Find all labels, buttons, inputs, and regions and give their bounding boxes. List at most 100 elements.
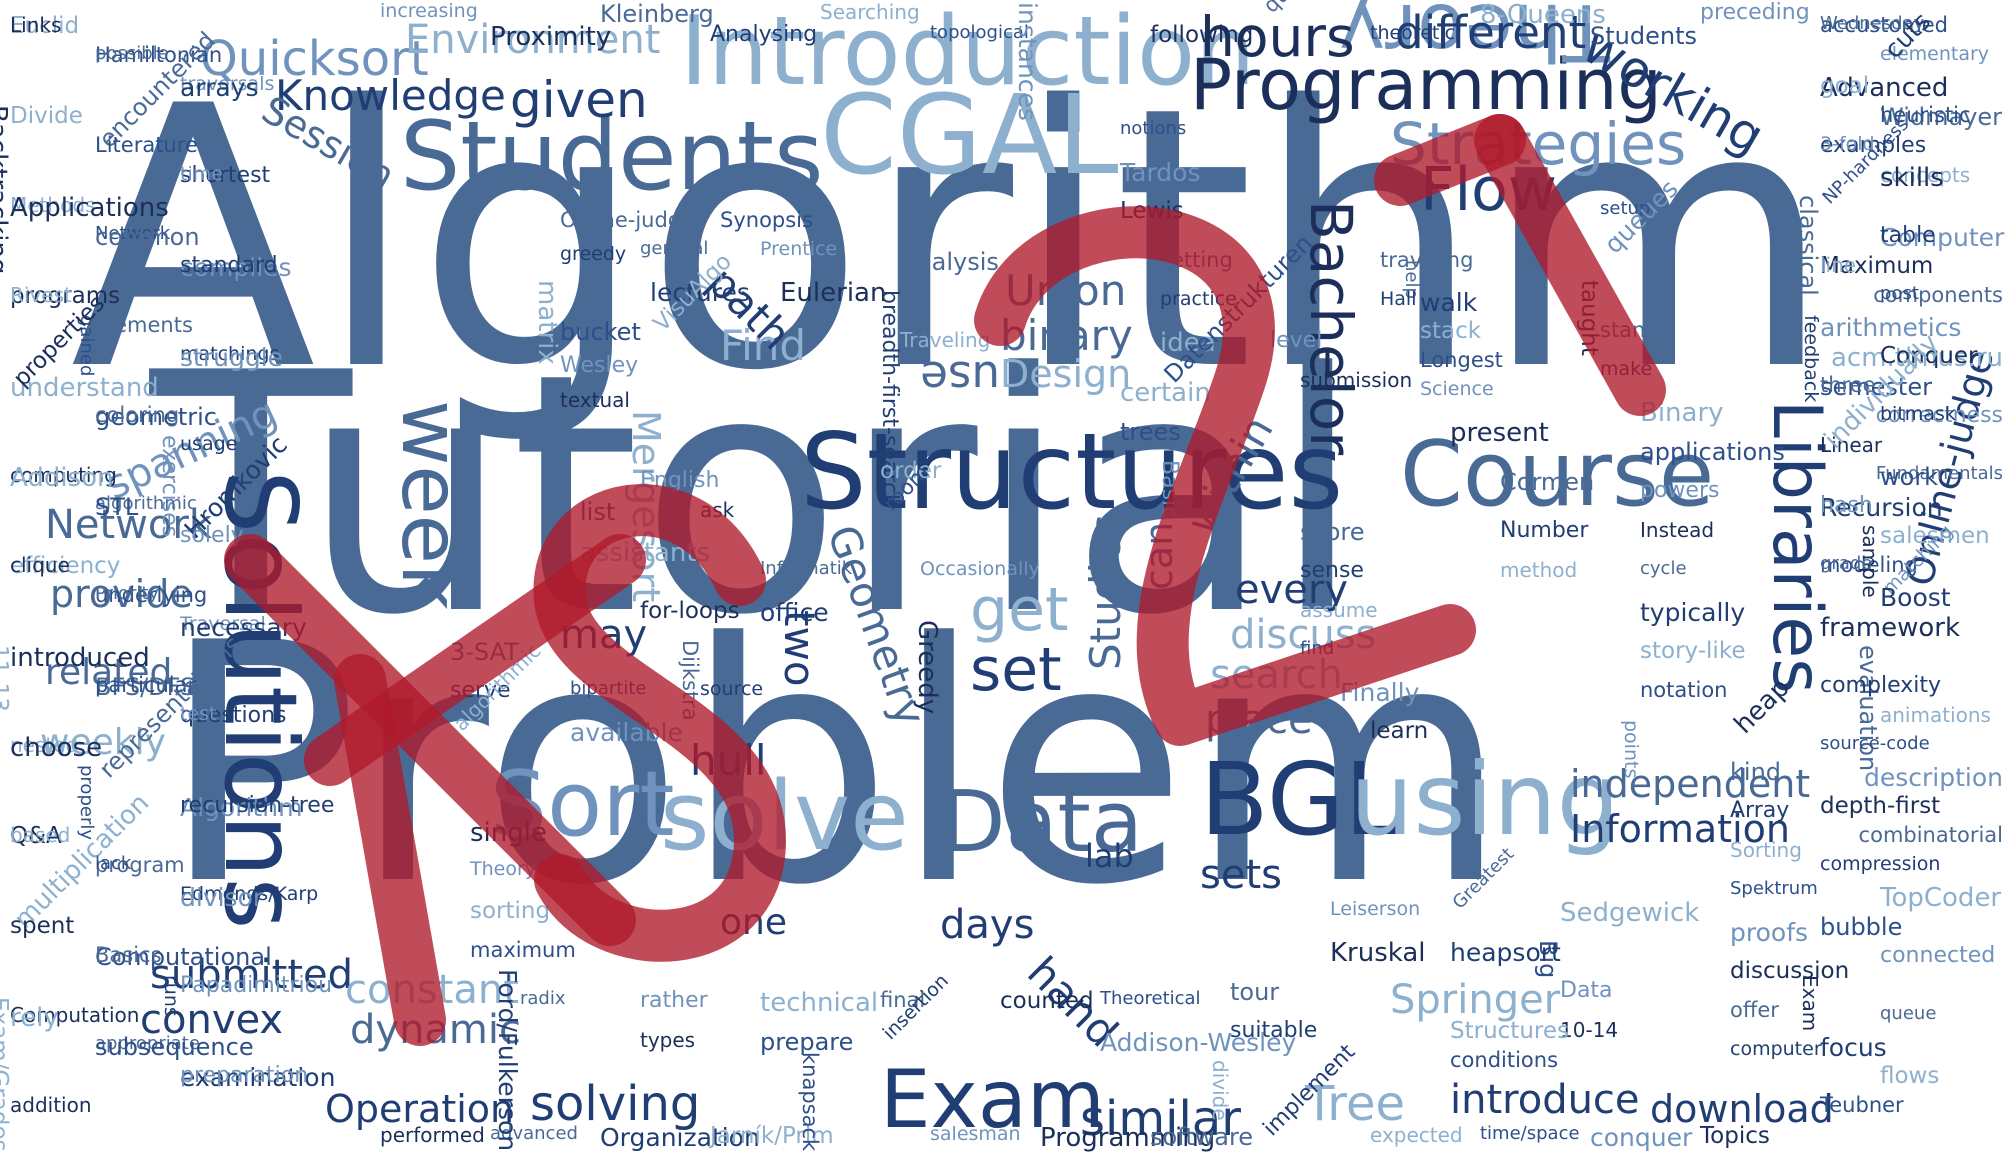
- cloud-word: Kruskal: [1330, 938, 1426, 968]
- cloud-word: based: [10, 823, 71, 847]
- cloud-word: expected: [1370, 1123, 1463, 1147]
- cloud-word: Finally: [1340, 678, 1420, 707]
- cloud-word: counted: [1000, 988, 1094, 1014]
- cloud-word: Divide: [10, 103, 83, 129]
- cloud-word: software: [1150, 1123, 1254, 1151]
- cloud-word: use: [920, 351, 1000, 404]
- cloud-word: heapsort: [1450, 938, 1561, 967]
- cloud-word: connected: [1880, 943, 1996, 968]
- cloud-word: Traveling: [900, 328, 991, 352]
- cloud-word: Occasionally: [920, 558, 1040, 580]
- cloud-word: conquer: [1590, 1123, 1693, 1152]
- cloud-word: description: [1863, 763, 2003, 792]
- cloud-word: traveling: [1380, 248, 1474, 272]
- cloud-word: Recursion: [1820, 493, 1943, 522]
- cloud-word: semester: [1820, 373, 1932, 401]
- cloud-word: introduce: [1450, 1077, 1640, 1123]
- cloud-word: may: [560, 612, 648, 658]
- cloud-word: understand: [10, 373, 159, 403]
- cloud-word: Jarník/Prim: [710, 1123, 834, 1149]
- cloud-word: time: [180, 163, 223, 185]
- cloud-word: combinatorial: [1858, 823, 2003, 847]
- cloud-word: hours: [1200, 5, 1355, 69]
- cloud-word: addition: [10, 1093, 92, 1117]
- cloud-word: Knowledge: [275, 71, 506, 120]
- cloud-word: Mergesort: [624, 410, 668, 603]
- cloud-word: Exam: [880, 1053, 1105, 1146]
- cloud-word: Network: [95, 223, 171, 244]
- cloud-word: Synopsis: [720, 208, 813, 232]
- cloud-word: level: [1270, 328, 1323, 353]
- cloud-word: English: [640, 468, 720, 493]
- cloud-word: particular: [95, 673, 197, 697]
- cloud-word: list: [580, 498, 616, 526]
- cloud-word: proofs: [1730, 918, 1809, 947]
- cloud-word: divisor: [180, 883, 264, 912]
- cloud-word: Addison: [10, 463, 114, 493]
- cloud-word: cycle: [1640, 558, 1687, 579]
- cloud-word: Theoretical: [1100, 988, 1201, 1009]
- cloud-word: find: [1300, 638, 1335, 659]
- cloud-word: sense: [1300, 558, 1364, 583]
- cloud-word: make: [1600, 358, 1653, 380]
- cloud-word: computing: [10, 463, 117, 487]
- cloud-word: arrays: [180, 73, 259, 102]
- cloud-word: lack: [95, 853, 132, 874]
- cloud-word: trees: [1120, 418, 1181, 446]
- cloud-word: prepare: [760, 1028, 854, 1056]
- cloud-word: offer: [1730, 998, 1779, 1022]
- cloud-word: submitted: [150, 952, 354, 998]
- cloud-word: points: [1620, 720, 1642, 779]
- cloud-word: Q&A: [10, 823, 62, 849]
- cloud-word: Sorting: [1730, 838, 1802, 862]
- cloud-word: animations: [1880, 703, 1991, 727]
- cloud-word: arithmetics: [1820, 313, 1962, 342]
- cloud-word: provide: [50, 572, 193, 616]
- cloud-word: flows: [1880, 1063, 1940, 1089]
- cloud-word: Computational: [95, 943, 272, 971]
- cloud-word: geometric: [95, 403, 217, 431]
- cloud-word: Longest: [1420, 348, 1503, 372]
- cloud-word: STL: [95, 493, 139, 521]
- cloud-word: 3-fold: [1820, 133, 1875, 155]
- cloud-word: Exam/Grades: [0, 996, 12, 1152]
- cloud-word: BGL: [1200, 741, 1401, 858]
- cloud-word: solving: [530, 1076, 701, 1132]
- cloud-word: Basics: [95, 943, 162, 967]
- cloud-word: Ford/Fulkerson: [493, 968, 522, 1151]
- cloud-word: Papadimitriou: [180, 973, 333, 998]
- cloud-word: method: [1500, 558, 1578, 582]
- cloud-word: sets: [1200, 852, 1282, 898]
- cloud-word: traversals: [180, 73, 275, 95]
- cloud-word: sorting: [470, 898, 551, 924]
- cloud-word: feedback: [1800, 315, 1822, 403]
- cloud-word: radix: [520, 988, 566, 1009]
- cloud-word: kind: [1730, 758, 1782, 786]
- cloud-word: office: [760, 598, 829, 627]
- cloud-word: advanced: [490, 1123, 578, 1144]
- cloud-word: search: [1210, 652, 1343, 698]
- cloud-word: performed: [380, 1123, 485, 1147]
- cloud-word: necessary: [180, 613, 307, 642]
- cloud-word: Network: [45, 502, 213, 548]
- cloud-word: hull: [690, 736, 767, 785]
- cloud-word: Hamiltonian: [95, 43, 223, 67]
- cloud-word: related: [45, 652, 173, 693]
- cloud-word: skills: [1880, 163, 1944, 193]
- cloud-word: Fundamentals: [1875, 463, 2003, 484]
- cloud-word: Informatik: [760, 558, 853, 579]
- cloud-word: bubble: [1820, 913, 1903, 941]
- cloud-word: 8-Queens: [1480, 0, 1606, 30]
- cloud-word: accustomed: [1820, 13, 1948, 37]
- cloud-word: recursion-tree: [180, 793, 335, 818]
- cloud-word: Applications: [10, 193, 169, 223]
- cloud-word: bucket: [560, 318, 641, 346]
- cloud-word: table: [1880, 223, 1936, 248]
- cloud-word: Methods: [10, 193, 96, 217]
- cloud-word: present: [1450, 418, 1549, 448]
- cloud-word: set: [970, 635, 1062, 705]
- cloud-word: Prentice: [760, 238, 838, 260]
- cloud-word: can: [1137, 521, 1181, 590]
- cloud-word: stand: [1600, 318, 1659, 342]
- cloud-word: Advanced: [1820, 73, 1949, 103]
